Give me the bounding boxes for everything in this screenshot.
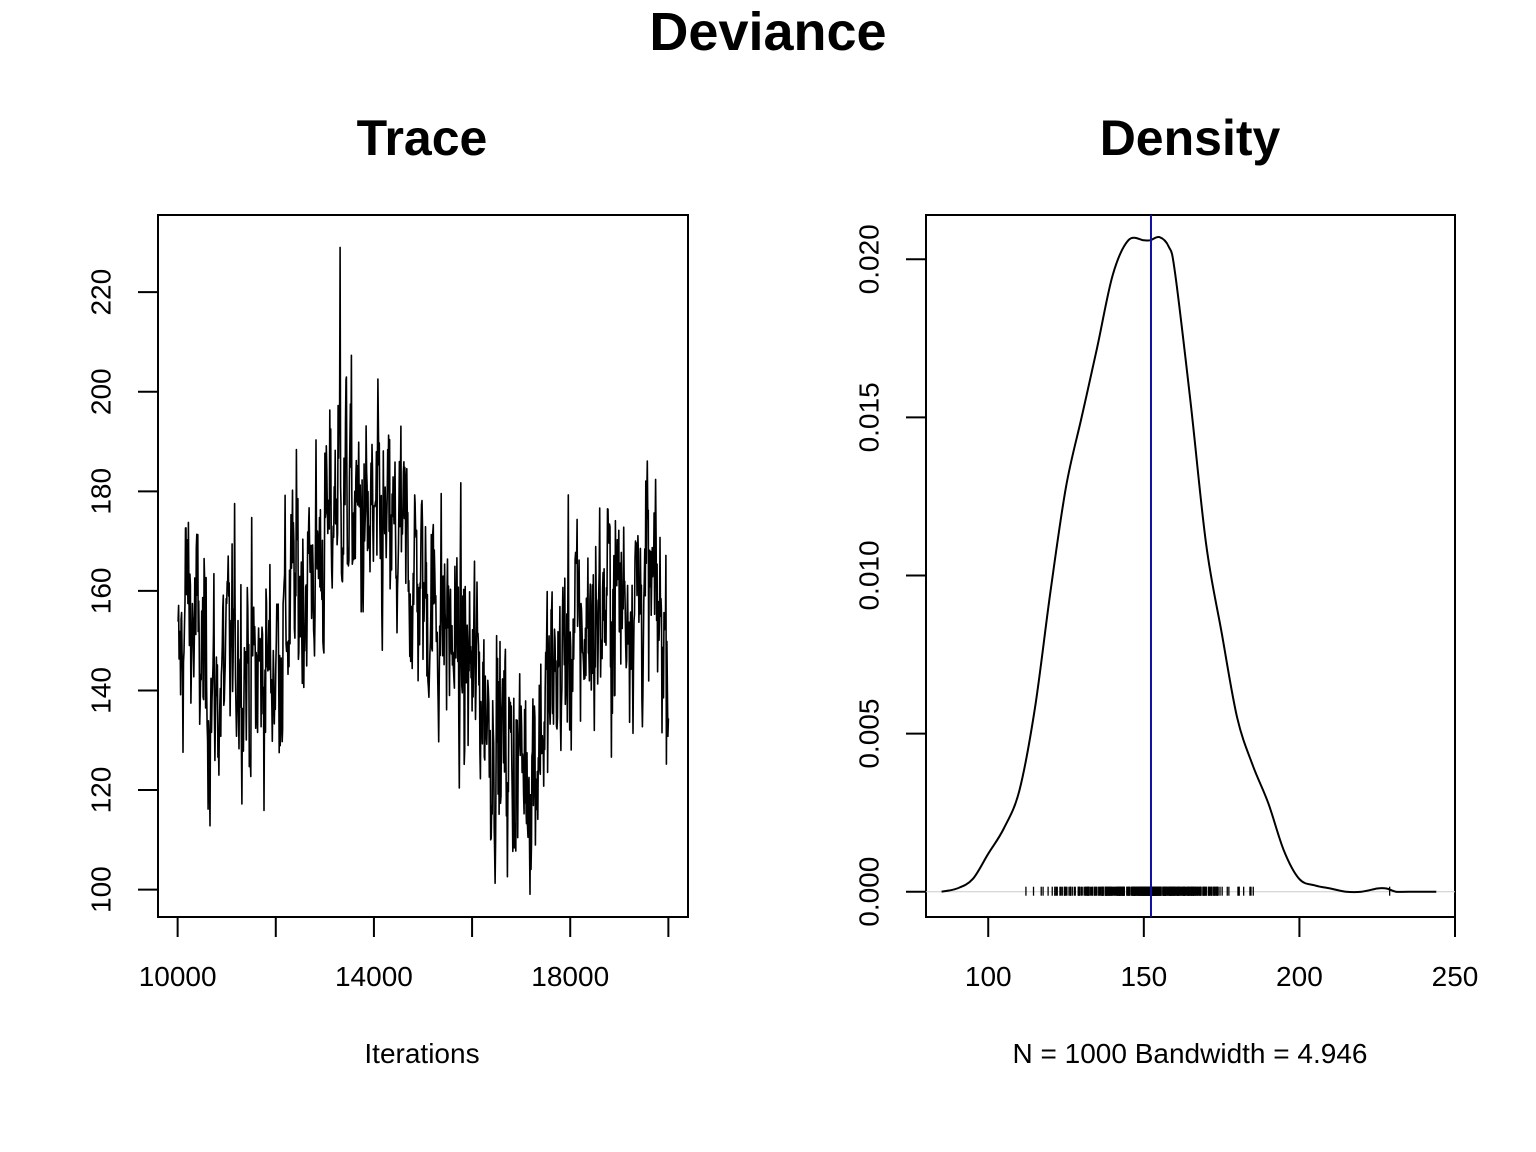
trace-series-line bbox=[177, 246, 670, 895]
density-x-tick-label: 150 bbox=[1120, 961, 1167, 992]
density-y-tick-label: 0.000 bbox=[854, 857, 885, 927]
trace-y-tick-label: 160 bbox=[86, 568, 117, 615]
figure-title: Deviance bbox=[649, 2, 886, 62]
density-y-tick-label: 0.020 bbox=[854, 224, 885, 294]
density-y-tick-label: 0.010 bbox=[854, 540, 885, 610]
density-panel: Density 100 150 200 250 0.000 0.005 0.010 0.01… bbox=[854, 110, 1479, 1069]
density-title: Density bbox=[1100, 110, 1281, 166]
trace-x-axis: 10000 14000 18000 bbox=[139, 916, 670, 992]
density-y-tick-label: 0.015 bbox=[854, 382, 885, 452]
trace-y-tick-label: 140 bbox=[86, 667, 117, 714]
density-x-label: N = 1000 Bandwidth = 4.946 bbox=[1013, 1038, 1368, 1069]
density-rug bbox=[1025, 886, 1391, 896]
trace-y-tick-label: 180 bbox=[86, 468, 117, 515]
trace-y-tick-label: 220 bbox=[86, 269, 117, 316]
trace-x-tick-label: 10000 bbox=[139, 961, 217, 992]
trace-y-tick-label: 120 bbox=[86, 767, 117, 814]
trace-y-tick-label: 200 bbox=[86, 368, 117, 415]
trace-panel: Trace 10000 14000 18000 100 120 140 160 180 200… bbox=[86, 110, 689, 1069]
density-y-axis: 0.000 0.005 0.010 0.015 0.020 bbox=[854, 224, 927, 927]
density-x-tick-label: 250 bbox=[1432, 961, 1479, 992]
density-x-axis: 100 150 200 250 bbox=[965, 916, 1479, 992]
density-x-tick-label: 200 bbox=[1276, 961, 1323, 992]
density-plot-frame bbox=[925, 214, 1456, 918]
density-curve bbox=[941, 235, 1437, 894]
trace-y-axis: 100 120 140 160 180 200 220 bbox=[86, 269, 159, 913]
trace-y-tick-label: 100 bbox=[86, 866, 117, 913]
trace-x-label: Iterations bbox=[364, 1038, 479, 1069]
density-y-tick-label: 0.005 bbox=[854, 699, 885, 769]
trace-x-tick-label: 18000 bbox=[531, 961, 609, 992]
density-x-tick-label: 100 bbox=[965, 961, 1012, 992]
trace-x-tick-label: 14000 bbox=[335, 961, 413, 992]
trace-title: Trace bbox=[357, 110, 488, 166]
